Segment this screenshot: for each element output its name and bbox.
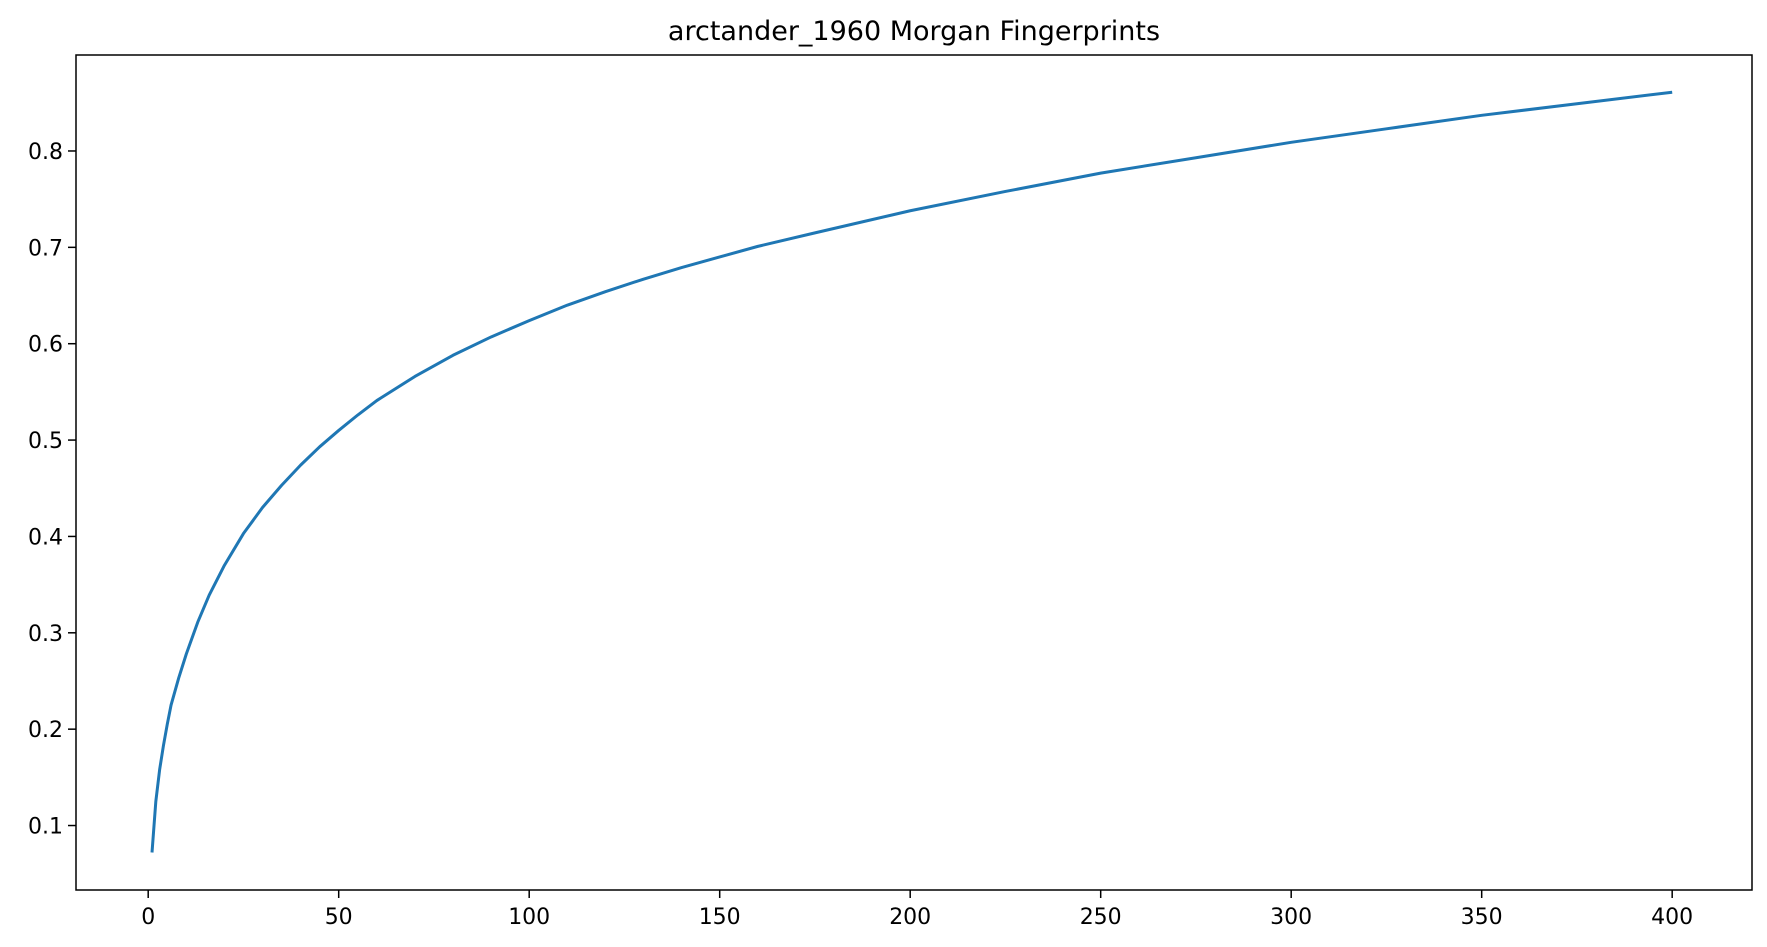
x-tick-label: 400 <box>1651 905 1693 930</box>
y-tick-label: 0.1 <box>28 815 63 840</box>
x-tick-label: 100 <box>508 905 550 930</box>
chart-title: arctander_1960 Morgan Fingerprints <box>668 16 1160 47</box>
y-tick-label: 0.4 <box>28 525 63 550</box>
axes-frame <box>75 54 1753 891</box>
x-axis: 0 50 100 150 200 250 300 350 400 <box>141 890 1693 930</box>
x-tick-label: 150 <box>699 905 741 930</box>
plot-area <box>76 55 1752 890</box>
y-tick-label: 0.8 <box>28 140 63 165</box>
series-line <box>150 90 1673 853</box>
y-tick-label: 0.2 <box>28 718 63 743</box>
x-tick-label: 200 <box>889 905 931 930</box>
x-tick-label: 50 <box>325 905 353 930</box>
y-axis: 0.1 0.2 0.3 0.4 0.5 0.6 0.7 0.8 <box>28 140 76 840</box>
y-tick-label: 0.7 <box>28 236 63 261</box>
y-tick-label: 0.5 <box>28 429 63 454</box>
y-tick-label: 0.3 <box>28 622 63 647</box>
y-tick-label: 0.6 <box>28 333 63 358</box>
x-tick-label: 250 <box>1080 905 1122 930</box>
x-tick-label: 350 <box>1461 905 1503 930</box>
x-tick-label: 300 <box>1270 905 1312 930</box>
x-tick-label: 0 <box>141 905 155 930</box>
